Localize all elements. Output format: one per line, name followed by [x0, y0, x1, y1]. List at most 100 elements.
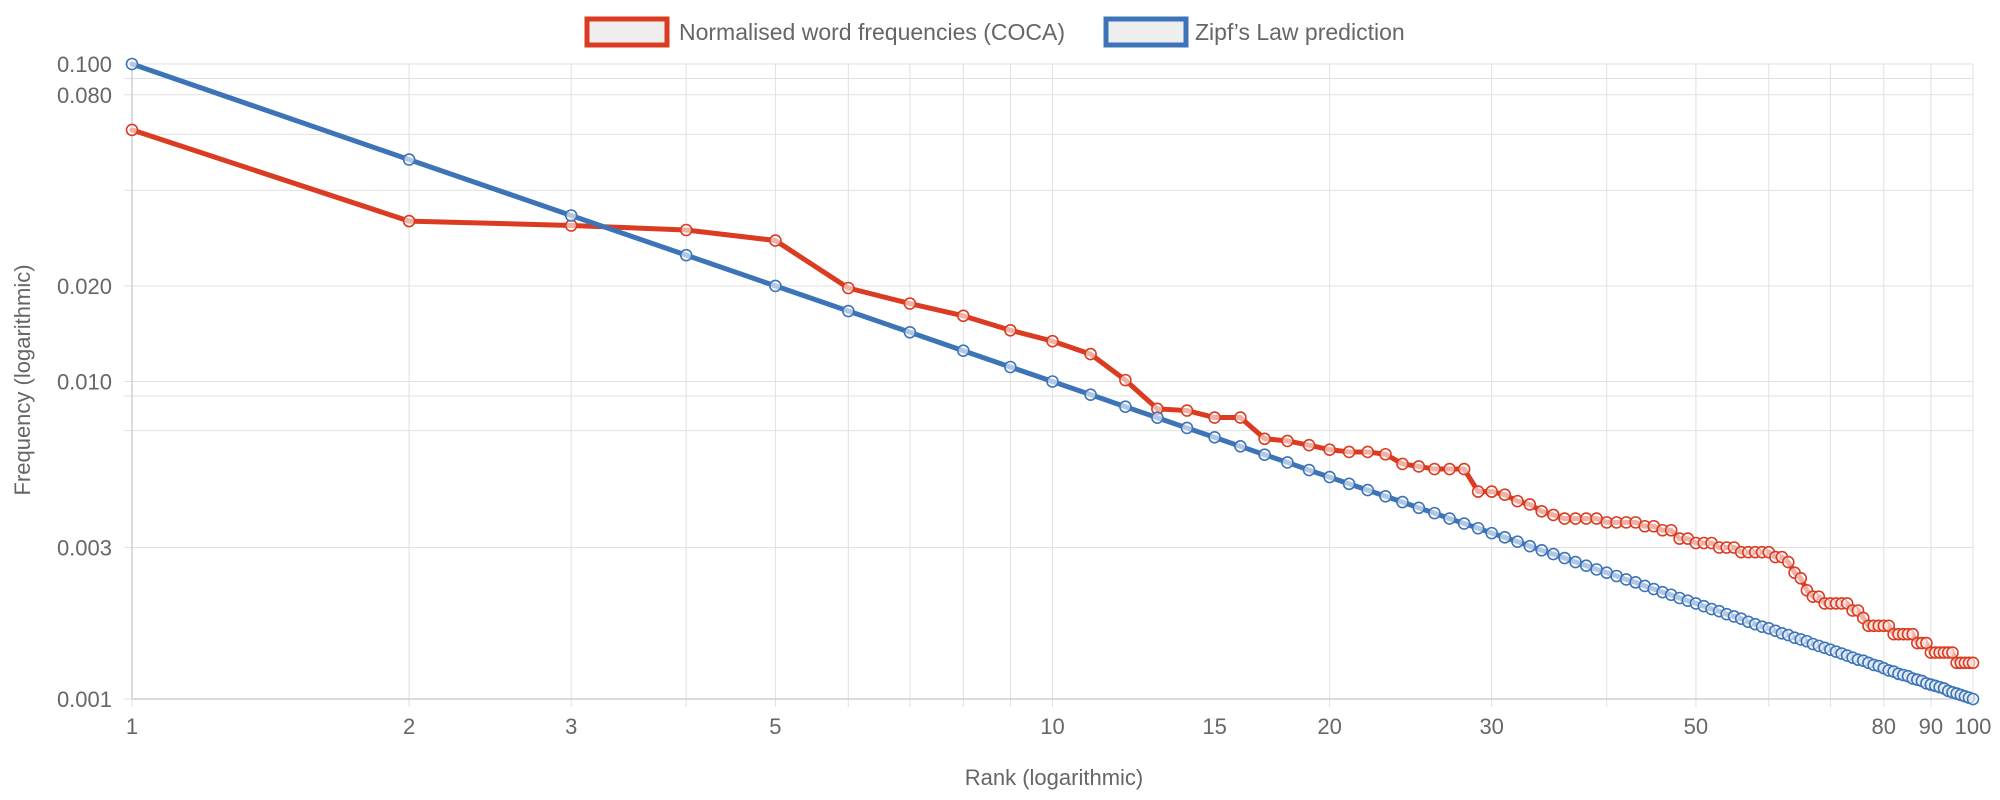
x-tick-label: 30 [1479, 714, 1503, 739]
zipf-data-point [1511, 535, 1524, 548]
zipf-data-point [1590, 563, 1603, 576]
zipf-data-point [1234, 440, 1247, 453]
legend-swatch [584, 16, 670, 48]
series-layer [125, 57, 1980, 706]
coca-data-point [1208, 411, 1221, 424]
coca-data-point [1428, 462, 1441, 476]
coca-data-point [1664, 523, 1678, 537]
x-tick-label: 100 [1955, 714, 1992, 739]
legend-label: Zipf’s Law prediction [1195, 19, 1405, 45]
y-tick-label: 0.100 [57, 52, 112, 77]
coca-data-point [1781, 555, 1795, 569]
zipf-data-point [1046, 375, 1059, 388]
axes: 1 2 3 5 10 15 20 30 50 80 90 100 0.100 0.080 0.020 0.01… [57, 52, 1991, 739]
coca-data-point [1498, 488, 1512, 502]
y-tick-label: 0.003 [57, 536, 112, 561]
zipf-data-point [1084, 388, 1097, 401]
zipf-data-point [1457, 517, 1471, 530]
coca-data-point [1547, 508, 1560, 522]
zipf-data-point [1281, 456, 1294, 469]
x-tick-label: 90 [1919, 714, 1943, 739]
x-tick-label: 2 [403, 714, 415, 739]
coca-data-point [1361, 445, 1374, 459]
zipf-data-point [1412, 501, 1426, 515]
coca-data-point [1569, 512, 1582, 525]
zipf-data-point [1004, 360, 1017, 374]
zipf-data-point [1579, 559, 1593, 572]
y-tick-label: 0.080 [57, 83, 112, 108]
coca-data-point [125, 123, 139, 137]
zipf-data-point [1258, 448, 1271, 462]
zipf-data-point [1535, 543, 1549, 557]
coca-data-point [956, 309, 970, 323]
coca-data-point [1457, 462, 1471, 476]
coca-data-point [402, 214, 416, 228]
coca-data-point [1966, 656, 1980, 670]
series-coca [125, 123, 1980, 670]
coca-data-point [1323, 443, 1336, 456]
zipf-data-point [1208, 431, 1221, 444]
x-tick-label: 15 [1202, 714, 1226, 739]
x-tick-label: 1 [126, 714, 138, 739]
zipf-data-point [903, 325, 917, 339]
zipf-data-point [1342, 477, 1356, 491]
zipf-data-point [402, 153, 416, 166]
legend-item: Zipf’s Law prediction [1103, 16, 1405, 48]
zipf-data-point [125, 57, 139, 71]
y-tick-label: 0.001 [57, 687, 112, 712]
coca-data-point [1485, 485, 1498, 498]
zipf-data-point [679, 248, 693, 262]
zipf-data-point [1180, 421, 1194, 435]
coca-data-point [1946, 646, 1959, 659]
coca-data-point [1535, 505, 1549, 518]
zipf-data-point [1485, 526, 1498, 540]
coca-data-point [1558, 512, 1571, 525]
coca-data-point [1046, 334, 1059, 348]
coca-data-point [1004, 323, 1017, 337]
coca-data-point [1794, 571, 1808, 585]
zipf-data-point [1569, 555, 1582, 569]
coca-data-point [679, 223, 693, 237]
x-tick-label: 80 [1872, 714, 1896, 739]
coca-data-point [1579, 512, 1593, 525]
coca-data-point [1084, 347, 1097, 361]
coca-data-point [841, 281, 855, 295]
zipf-data-point [1443, 512, 1456, 525]
zipf-data-point [1523, 539, 1537, 553]
zipf-data-point [1119, 400, 1132, 414]
coca-data-point [1119, 373, 1132, 387]
zipf-data-point [1379, 489, 1392, 503]
coca-data-point [1342, 445, 1356, 459]
legend: Normalised word frequencies (COCA) Zipf’s… [584, 16, 1405, 48]
zipf-data-point [769, 279, 782, 293]
legend-item: Normalised word frequencies (COCA) [584, 16, 1065, 48]
zipf-data-point [1302, 463, 1316, 477]
zipf-data-point [1361, 483, 1374, 497]
x-tick-label: 20 [1317, 714, 1341, 739]
zipf-data-point [1498, 531, 1512, 544]
coca-data-point [1523, 498, 1537, 511]
legend-swatch [1103, 16, 1189, 48]
zipf-data-point [1471, 521, 1485, 535]
zipf-data-point [1428, 506, 1441, 520]
y-tick-label: 0.020 [57, 274, 112, 299]
y-tick-label: 0.010 [57, 370, 112, 395]
zipf-data-point [1547, 547, 1560, 561]
coca-data-point [1302, 438, 1316, 452]
coca-data-point [769, 234, 782, 247]
series-zipf [125, 57, 1980, 706]
zipf-data-point [1151, 411, 1164, 425]
zipf-data-point [841, 304, 855, 318]
coca-data-point [1180, 404, 1194, 417]
coca-data-point [1379, 447, 1392, 461]
coca-data-point [1443, 462, 1456, 476]
zipf-data-point [1323, 470, 1336, 484]
coca-data-point [1234, 411, 1247, 424]
coca-data-point [1471, 485, 1485, 498]
coca-data-point [1281, 434, 1294, 448]
x-tick-label: 50 [1684, 714, 1708, 739]
legend-label: Normalised word frequencies (COCA) [679, 19, 1065, 45]
zipf-data-point [1966, 692, 1980, 706]
